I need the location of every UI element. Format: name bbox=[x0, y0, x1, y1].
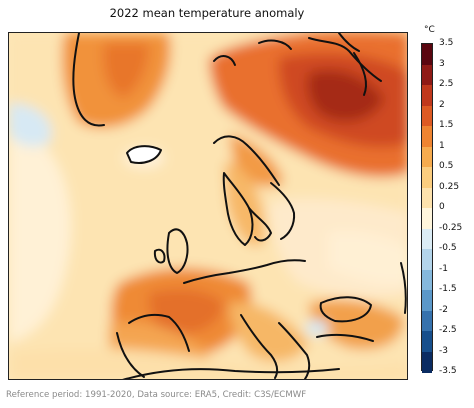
colorbar-segment bbox=[422, 44, 432, 65]
colorbar-segment bbox=[422, 351, 432, 373]
colorbar-segment bbox=[422, 310, 432, 332]
colorbar-tick-label: 3.5 bbox=[439, 38, 454, 48]
colorbar-segment bbox=[422, 249, 432, 270]
colorbar-tick-label: -2.5 bbox=[439, 325, 457, 335]
colorbar-segment bbox=[422, 105, 432, 127]
colorbar-segment bbox=[422, 290, 432, 311]
map-caption: Reference period: 1991-2020, Data source… bbox=[6, 390, 307, 400]
colorbar-segment bbox=[422, 126, 432, 147]
temperature-anomaly-map bbox=[8, 32, 408, 380]
colorbar-tick-label: 2.5 bbox=[439, 79, 454, 89]
colorbar-segment bbox=[422, 187, 432, 209]
colorbar-tick-label: 0 bbox=[439, 202, 445, 212]
colorbar bbox=[421, 43, 433, 373]
colorbar-tick-label: -1 bbox=[439, 263, 448, 274]
map-title: 2022 mean temperature anomaly bbox=[109, 6, 305, 20]
colorbar-segment bbox=[422, 228, 432, 250]
colorbar-segment bbox=[422, 64, 432, 86]
colorbar-tick-label: 2 bbox=[439, 99, 445, 110]
colorbar-tick-label: 3 bbox=[439, 58, 445, 69]
colorbar-unit: °C bbox=[424, 25, 435, 35]
colorbar-tick-label: -0.25 bbox=[439, 222, 463, 233]
colorbar-tick-label: -0.5 bbox=[439, 243, 457, 253]
colorbar-tick-label: 1 bbox=[439, 140, 445, 151]
colorbar-tick-label: -2 bbox=[439, 304, 448, 315]
colorbar-segment bbox=[422, 331, 432, 352]
colorbar-tick-label: 0.5 bbox=[439, 161, 454, 171]
colorbar-segment bbox=[422, 269, 432, 291]
colorbar-segment bbox=[422, 146, 432, 168]
colorbar-tick-label: 1.5 bbox=[439, 120, 454, 130]
colorbar-tick-label: -1.5 bbox=[439, 284, 457, 294]
colorbar-tick-label: -3.5 bbox=[439, 366, 457, 376]
colorbar-tick-label: 0.25 bbox=[439, 181, 460, 192]
colorbar-segment bbox=[422, 85, 432, 106]
colorbar-tick-label: -3 bbox=[439, 345, 448, 356]
colorbar-segment bbox=[422, 208, 432, 229]
colorbar-segment bbox=[422, 167, 432, 188]
